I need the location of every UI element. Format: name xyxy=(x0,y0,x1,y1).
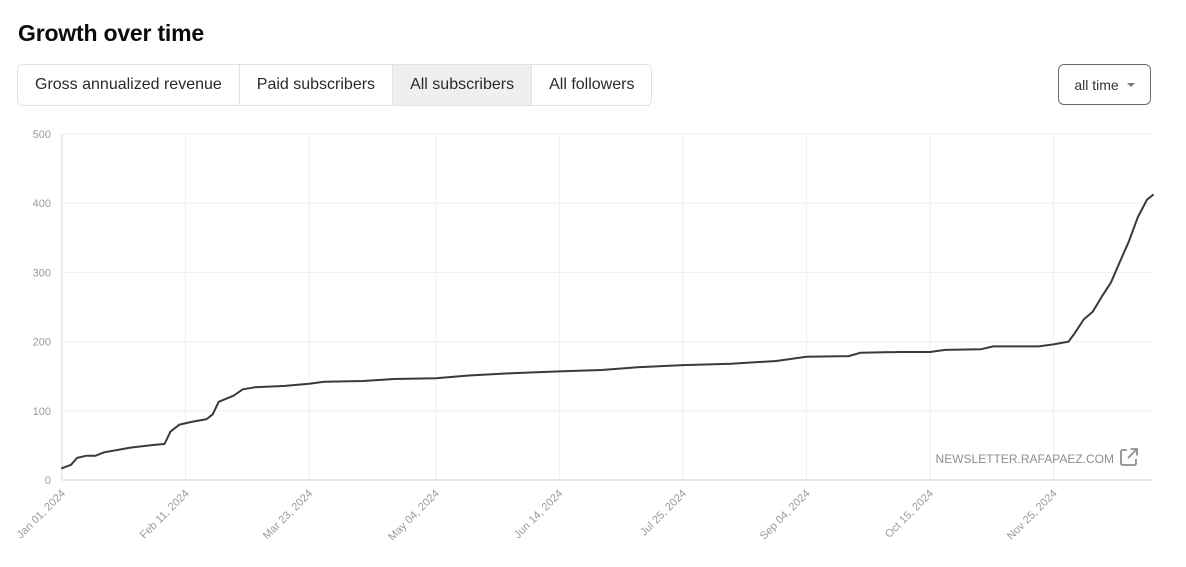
chart-axes xyxy=(61,134,1153,481)
x-tick-label: Sep 04, 2024 xyxy=(758,488,813,543)
x-tick-label: Feb 11, 2024 xyxy=(138,488,192,542)
y-tick-label: 100 xyxy=(33,406,51,418)
x-tick-label: Mar 23, 2024 xyxy=(261,488,315,542)
x-tick-label: Nov 25, 2024 xyxy=(1005,488,1060,543)
x-tick-label: Jun 14, 2024 xyxy=(512,488,565,541)
watermark-text: NEWSLETTER.RAFAPAEZ.COM xyxy=(936,452,1114,466)
chevron-down-icon xyxy=(1126,83,1135,87)
tab-all-followers[interactable]: All followers xyxy=(532,65,652,105)
x-tick-label: May 04, 2024 xyxy=(386,488,442,544)
y-tick-label: 500 xyxy=(33,129,51,141)
series-line-all-subscribers xyxy=(61,193,1154,470)
tab-paid-subscribers[interactable]: Paid subscribers xyxy=(239,65,394,105)
y-axis-labels: 0 100 200 300 400 500 xyxy=(33,129,51,487)
y-tick-label: 0 xyxy=(45,475,51,487)
time-range-value: all time xyxy=(1074,76,1119,93)
metric-tabs: Gross annualized revenue Paid subscriber… xyxy=(17,64,653,106)
tab-all-subscribers[interactable]: All subscribers xyxy=(393,65,533,105)
x-tick-label: Jan 01, 2024 xyxy=(15,488,68,541)
y-tick-label: 200 xyxy=(33,337,51,349)
x-tick-label: Oct 15, 2024 xyxy=(883,488,936,541)
y-tick-label: 400 xyxy=(33,198,51,210)
tab-gross-annualized-revenue[interactable]: Gross annualized revenue xyxy=(18,65,240,105)
external-link-icon[interactable] xyxy=(1120,448,1138,466)
y-tick-label: 300 xyxy=(33,267,51,279)
x-axis-labels: Jan 01, 2024 Feb 11, 2024 Mar 23, 2024 May … xyxy=(15,488,1060,544)
page-title: Growth over time xyxy=(18,20,204,46)
time-range-select[interactable]: all time xyxy=(1058,64,1151,105)
chart-grid xyxy=(62,133,1153,480)
x-tick-label: Jul 25, 2024 xyxy=(638,488,689,539)
